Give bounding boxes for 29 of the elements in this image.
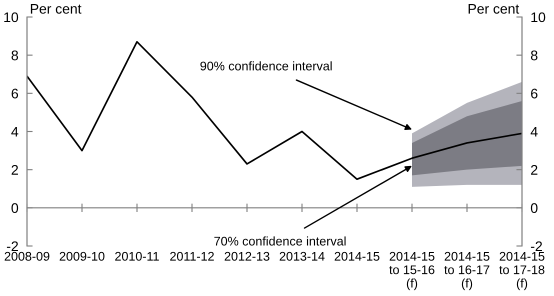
x-tick-label: 2009-10 bbox=[60, 252, 104, 261]
y2-tick-label: 0 bbox=[530, 203, 538, 214]
y-tick-label: 8 bbox=[12, 50, 18, 60]
line-series bbox=[27, 40, 522, 180]
y-tick-label: -2 bbox=[6, 241, 18, 252]
x-tick-label: 2014-15 to 17-18 (f) bbox=[499, 252, 544, 290]
y2-tick-label: 8 bbox=[530, 50, 538, 60]
x-tick-label: 2014-15 to 16-17 (f) bbox=[444, 252, 490, 290]
y-tick-label: 4 bbox=[11, 126, 18, 137]
y-tick-label: 2 bbox=[12, 165, 18, 175]
y-tick-label: 6 bbox=[12, 88, 18, 99]
x-tick-label: 2010-11 bbox=[115, 252, 159, 261]
y2-tick-label: -2 bbox=[530, 241, 542, 252]
y2-tick-label: 10 bbox=[531, 12, 546, 22]
x-tick-label: 2013-14 bbox=[280, 252, 325, 261]
y2-axis-title: Per cent bbox=[468, 4, 520, 14]
annotation: 90% confidence interval bbox=[200, 61, 332, 70]
y2-tick-label: 6 bbox=[531, 88, 538, 99]
x-tick-label: 2014-15 to 15-16 (f) bbox=[389, 252, 434, 290]
annotation: 70% confidence interval bbox=[214, 236, 346, 246]
x-tick-label: 2008-09 bbox=[4, 252, 50, 261]
x-tick-label: 2011-12 bbox=[170, 252, 214, 261]
y-tick-label: 10 bbox=[4, 12, 18, 22]
y-axis-title: Per cent bbox=[30, 4, 82, 14]
x-tick-label: 2012-13 bbox=[224, 252, 270, 261]
y2-tick-label: 4 bbox=[530, 126, 538, 137]
y-tick-label: 0 bbox=[11, 203, 18, 214]
x-tick-label: 2014-15 bbox=[334, 252, 380, 261]
y2-tick-label: 2 bbox=[531, 165, 538, 175]
